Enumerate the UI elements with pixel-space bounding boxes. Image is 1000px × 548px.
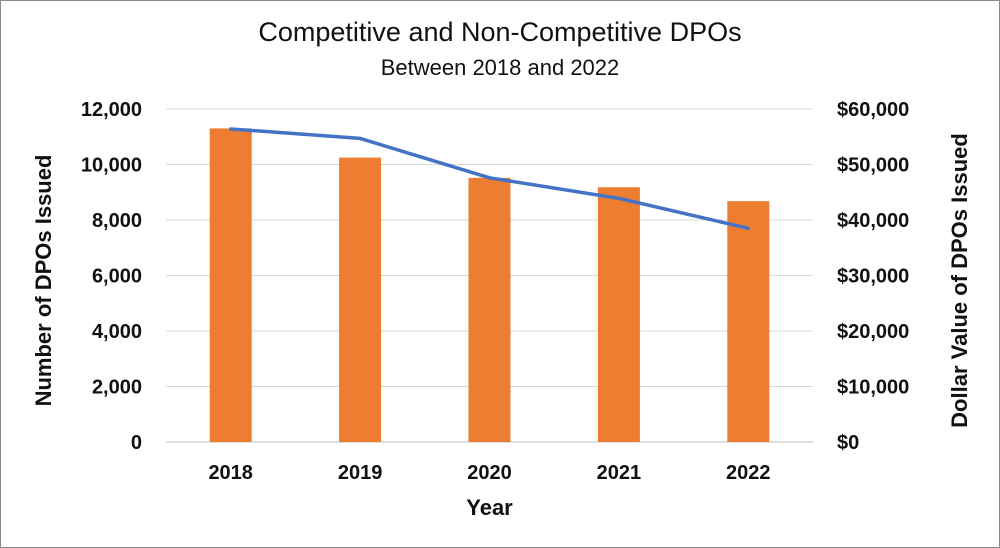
y-tick-label: 12,000: [81, 99, 142, 121]
x-tick-label: 2022: [726, 462, 771, 484]
y-tick-label: 2,000: [92, 377, 142, 399]
bar: [597, 187, 640, 442]
y2-tick-label: $30,000: [837, 266, 909, 288]
x-tick-label: 2019: [338, 462, 383, 484]
bar: [468, 177, 511, 442]
series-line: [228, 127, 751, 231]
y2-tick-label: $20,000: [837, 321, 909, 343]
chart-title: Competitive and Non-Competitive DPOs: [258, 17, 742, 47]
y2-tick-label: $50,000: [837, 155, 909, 177]
chart-subtitle: Between 2018 and 2022: [380, 55, 620, 80]
x-tick-label: 2018: [208, 462, 253, 484]
bar: [209, 128, 252, 443]
y-tick-label: 10,000: [81, 155, 142, 177]
y-axis-left: 0 2,000 4,000 6,000 8,000 10,000 12,000: [81, 99, 142, 454]
y-tick-label: 4,000: [92, 321, 142, 343]
y-tick-label: 8,000: [92, 210, 142, 232]
line-series: [228, 127, 751, 231]
y-axis-right: $0 $10,000 $20,000 $30,000 $40,000 $50,000 $60…: [837, 99, 909, 454]
bar: [339, 157, 382, 442]
x-tick-label: 2020: [467, 462, 512, 484]
y-tick-label: 0: [131, 432, 142, 454]
y-axis-title: Number of DPOs Issued: [31, 155, 56, 407]
x-axis-title: Year: [466, 495, 513, 520]
y2-tick-label: $0: [837, 432, 859, 454]
x-axis: 2018 2019 2020 2021 2022: [208, 462, 770, 484]
y2-tick-label: $10,000: [837, 377, 909, 399]
bar: [727, 201, 770, 442]
y-tick-label: 6,000: [92, 266, 142, 288]
y2-tick-label: $40,000: [837, 210, 909, 232]
y2-tick-label: $60,000: [837, 99, 909, 121]
bar-series: [209, 128, 770, 443]
y2-axis-title: Dollar Value of DPOs Issued: [947, 133, 972, 428]
x-tick-label: 2021: [597, 462, 642, 484]
